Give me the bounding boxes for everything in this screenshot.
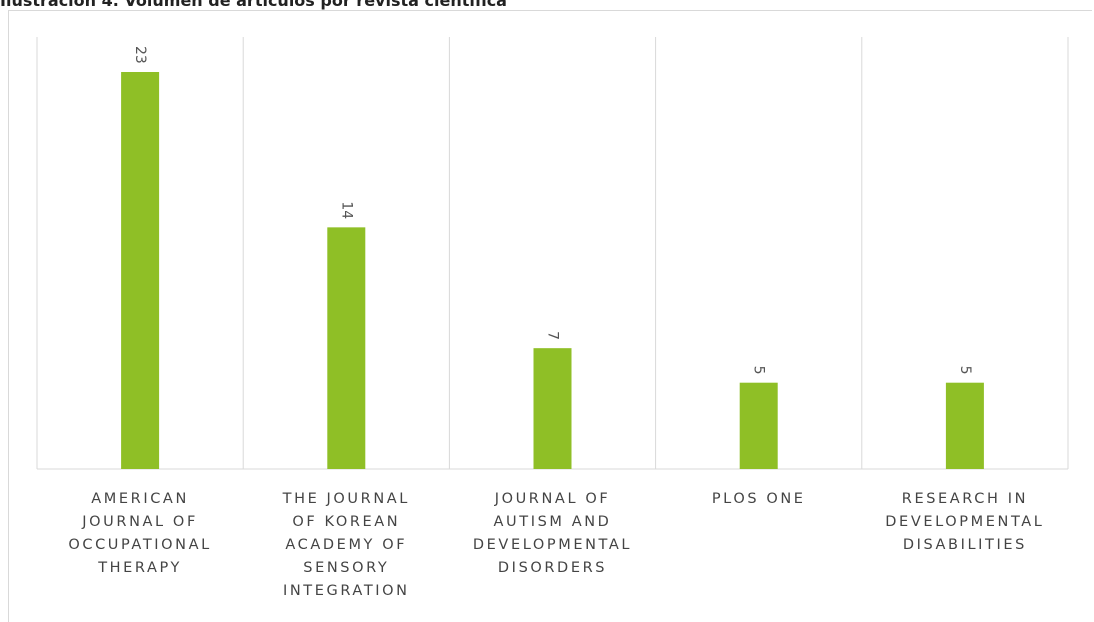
category-label: OF KOREAN <box>292 514 400 530</box>
category-label: THERAPY <box>97 560 182 576</box>
bar <box>327 227 366 469</box>
category-label: JOURNAL OF <box>81 514 198 530</box>
category-label: RESEARCH IN <box>902 491 1028 507</box>
data-label: 7 <box>545 331 561 340</box>
category-label: THE JOURNAL <box>282 491 410 507</box>
bar <box>739 382 778 469</box>
category-label: JOURNAL OF <box>494 491 611 507</box>
category-label: AUTISM AND <box>494 514 612 530</box>
category-label: DEVELOPMENTAL <box>473 537 632 553</box>
category-label: DEVELOPMENTAL <box>885 514 1044 530</box>
chart-frame <box>8 10 1092 622</box>
data-label: 5 <box>751 366 767 375</box>
data-label: 5 <box>957 366 973 375</box>
category-label: PLOS ONE <box>712 491 806 507</box>
category-label: AMERICAN <box>91 491 189 507</box>
category-label: DISORDERS <box>498 560 607 576</box>
bar <box>121 72 160 469</box>
category-label: OCCUPATIONAL <box>68 537 211 553</box>
figure-caption: Ilustración 4. Volumen de artículos por … <box>0 0 507 10</box>
bar <box>945 382 984 469</box>
bar <box>533 348 572 469</box>
data-label: 23 <box>132 46 148 64</box>
category-label: DISABILITIES <box>903 537 1027 553</box>
category-label: ACADEMY OF <box>285 537 407 553</box>
category-label: SENSORY <box>303 560 389 576</box>
data-label: 14 <box>338 201 354 219</box>
category-label: INTEGRATION <box>283 583 410 599</box>
